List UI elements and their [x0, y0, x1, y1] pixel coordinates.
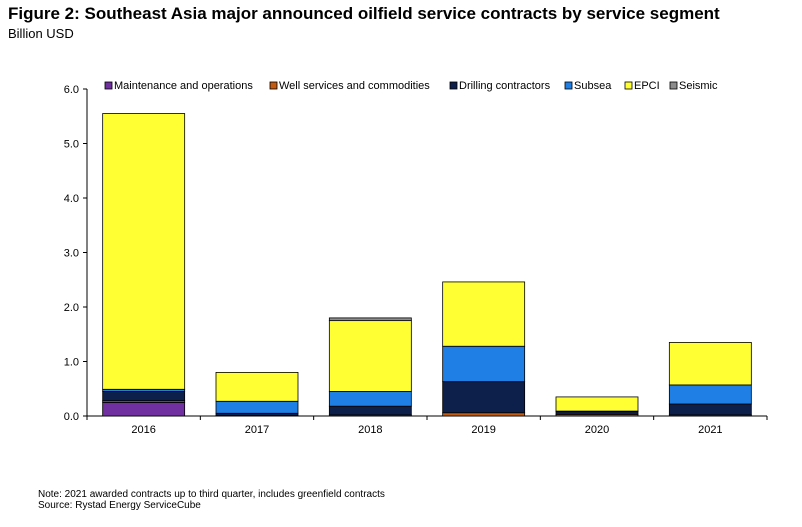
bar-epci-2017 — [215, 371, 299, 402]
x-tick-label: 2019 — [471, 424, 495, 436]
legend-label-drilling-contractors: Drilling contractors — [459, 80, 551, 92]
y-tick-label: 1.0 — [64, 357, 79, 369]
bar-well-services-and-commodities-2019 — [442, 412, 526, 417]
legend-swatch-seismic — [669, 81, 678, 90]
bar-drilling-contractors-2020 — [555, 411, 639, 415]
bar-seismic-2018 — [328, 317, 412, 322]
legend-label-well-services-and-commodities: Well services and commodities — [279, 80, 430, 92]
bar-subsea-2019 — [442, 345, 526, 383]
bar-epci-2021 — [668, 342, 752, 386]
bar-epci-2016 — [102, 113, 186, 390]
bar-subsea-2017 — [215, 400, 299, 414]
x-tick-label: 2021 — [698, 424, 722, 436]
legend-label-seismic: Seismic — [679, 80, 718, 92]
bar-epci-2020 — [555, 396, 639, 412]
bar-drilling-contractors-2016 — [102, 391, 186, 402]
legend-label-subsea: Subsea — [574, 80, 612, 92]
legend-swatch-well-services-and-commodities — [269, 81, 278, 90]
source-text: Source: Rystad Energy ServiceCube — [38, 500, 201, 511]
legend-swatch-epci — [624, 81, 633, 90]
x-tick-label: 2020 — [585, 424, 609, 436]
chart-title: Figure 2: Southeast Asia major announced… — [8, 4, 720, 23]
legend-label-epci: EPCI — [634, 80, 660, 92]
bar-drilling-contractors-2021 — [668, 403, 752, 416]
legend-label-maintenance-and-operations: Maintenance and operations — [114, 80, 253, 92]
legend-swatch-maintenance-and-operations — [104, 81, 113, 90]
stacked-bar-chart: 0.0 1.0 2.0 3.0 4.0 5.0 6.0 2016 2017 2018 2019 202… — [64, 80, 768, 436]
x-tick-label: 2018 — [358, 424, 382, 436]
y-tick-label: 5.0 — [64, 139, 79, 151]
bar-subsea-2021 — [668, 384, 752, 405]
y-tick-label: 2.0 — [64, 302, 79, 314]
chart-subtitle: Billion USD — [8, 26, 74, 41]
legend-swatch-drilling-contractors — [449, 81, 458, 90]
legend-swatch-subsea — [564, 81, 573, 90]
y-tick-label: 0.0 — [64, 411, 79, 423]
x-tick-label: 2016 — [131, 424, 155, 436]
bar-maintenance-and-operations-2016 — [102, 401, 186, 417]
y-tick-label: 6.0 — [64, 84, 79, 96]
bar-epci-2018 — [328, 320, 412, 392]
chart-notes: Note: 2021 awarded contracts up to third… — [38, 489, 385, 511]
note-text: Note: 2021 awarded contracts up to third… — [38, 489, 385, 500]
bar-epci-2019 — [442, 281, 526, 347]
x-tick-label: 2017 — [245, 424, 269, 436]
bar-subsea-2018 — [328, 391, 412, 407]
y-tick-label: 4.0 — [64, 193, 79, 205]
bar-drilling-contractors-2018 — [328, 405, 412, 416]
y-tick-label: 3.0 — [64, 248, 79, 260]
bar-drilling-contractors-2019 — [442, 381, 526, 414]
